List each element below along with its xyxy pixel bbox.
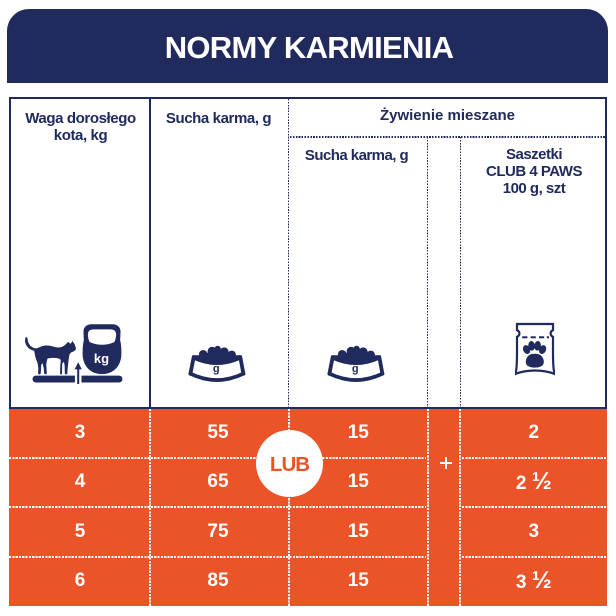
- svg-text:g: g: [213, 363, 220, 375]
- svg-text:g: g: [352, 363, 359, 375]
- svg-text:kg: kg: [94, 351, 109, 366]
